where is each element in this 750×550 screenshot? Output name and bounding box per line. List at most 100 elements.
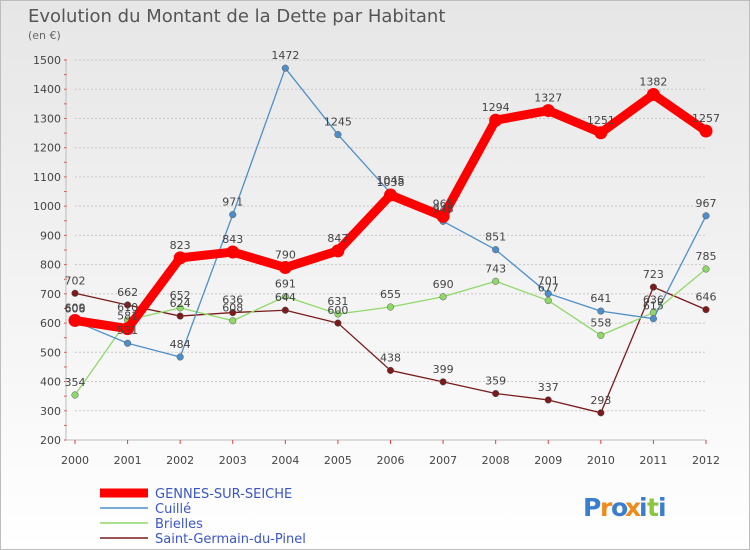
data-label: 847 bbox=[327, 232, 348, 245]
y-tick-label: 1100 bbox=[33, 171, 61, 184]
data-point bbox=[281, 292, 289, 301]
data-label: 967 bbox=[696, 197, 717, 210]
x-tick-label: 2006 bbox=[377, 454, 405, 467]
data-point bbox=[281, 306, 289, 314]
data-point bbox=[699, 124, 713, 138]
data-point bbox=[229, 211, 237, 219]
x-tick-label: 2010 bbox=[587, 454, 615, 467]
data-label: 359 bbox=[485, 375, 506, 388]
legend-label: GENNES-SUR-SEICHE bbox=[155, 487, 292, 502]
legend-label: Brielles bbox=[155, 517, 203, 532]
data-label: 1472 bbox=[271, 49, 299, 62]
data-point bbox=[541, 104, 555, 118]
chart-subtitle: (en €) bbox=[28, 29, 61, 42]
data-point bbox=[331, 244, 345, 258]
data-label: 971 bbox=[222, 196, 243, 209]
data-point bbox=[124, 339, 132, 347]
data-point bbox=[278, 261, 292, 275]
x-tick-label: 2000 bbox=[61, 454, 89, 467]
y-tick-label: 300 bbox=[40, 405, 61, 418]
x-tick-label: 2001 bbox=[114, 454, 142, 467]
data-label: 691 bbox=[275, 277, 296, 290]
data-label: 484 bbox=[170, 338, 191, 351]
data-point bbox=[229, 309, 237, 317]
data-label: 948 bbox=[433, 202, 454, 215]
data-point bbox=[176, 312, 184, 320]
data-label: 701 bbox=[538, 275, 559, 288]
data-point bbox=[646, 87, 660, 101]
data-label: 600 bbox=[327, 304, 348, 317]
data-label: 1251 bbox=[587, 114, 615, 127]
legend-label: Cuillé bbox=[155, 502, 191, 517]
data-label: 1257 bbox=[692, 112, 720, 125]
data-label: 636 bbox=[643, 294, 664, 307]
data-point bbox=[439, 293, 447, 301]
data-label: 606 bbox=[65, 302, 86, 315]
data-point bbox=[649, 283, 657, 291]
data-point bbox=[176, 353, 184, 361]
data-label: 581 bbox=[117, 310, 138, 323]
data-label: 655 bbox=[380, 288, 401, 301]
data-label: 823 bbox=[170, 239, 191, 252]
data-label: 652 bbox=[170, 289, 191, 302]
data-point bbox=[334, 130, 342, 139]
data-point bbox=[544, 297, 552, 305]
data-point bbox=[436, 209, 450, 223]
data-point bbox=[492, 389, 500, 398]
data-point bbox=[597, 409, 605, 417]
logo-letter: o bbox=[611, 493, 628, 522]
data-label: 609 bbox=[65, 301, 86, 314]
data-label: 644 bbox=[275, 291, 296, 304]
data-point bbox=[176, 304, 184, 312]
data-point bbox=[597, 307, 605, 315]
data-point bbox=[544, 396, 552, 404]
data-point bbox=[597, 331, 605, 339]
logo-letter: i bbox=[658, 493, 667, 522]
legend: GENNES-SUR-SEICHECuilléBriellesSaint-Ger… bbox=[100, 487, 306, 547]
logo-letter: i bbox=[639, 493, 648, 522]
data-point bbox=[229, 317, 237, 325]
data-point bbox=[173, 251, 187, 265]
data-label: 662 bbox=[117, 286, 138, 299]
data-label: 399 bbox=[433, 363, 454, 376]
data-point bbox=[702, 306, 710, 314]
data-label: 843 bbox=[222, 233, 243, 246]
y-tick-label: 500 bbox=[40, 346, 61, 359]
logo-letter: t bbox=[647, 493, 659, 522]
x-tick-label: 2011 bbox=[639, 454, 667, 467]
data-point bbox=[334, 310, 342, 318]
y-tick-label: 700 bbox=[40, 288, 61, 301]
data-label: 610 bbox=[117, 301, 138, 314]
data-label: 631 bbox=[327, 295, 348, 308]
data-point bbox=[386, 303, 395, 311]
data-label: 438 bbox=[380, 351, 401, 364]
data-point bbox=[71, 289, 79, 297]
x-tick-label: 2007 bbox=[429, 454, 457, 467]
y-tick-label: 1400 bbox=[33, 83, 61, 96]
data-label: 677 bbox=[538, 282, 559, 295]
logo-letter: P bbox=[583, 493, 601, 522]
data-label: 790 bbox=[275, 249, 296, 262]
data-label: 531 bbox=[117, 324, 138, 337]
x-tick-label: 2002 bbox=[166, 454, 194, 467]
data-point bbox=[121, 322, 135, 336]
data-label: 851 bbox=[485, 231, 506, 244]
y-tick-label: 600 bbox=[40, 317, 61, 330]
data-label: 785 bbox=[696, 250, 717, 263]
data-point bbox=[68, 313, 82, 327]
data-point bbox=[594, 126, 608, 140]
data-label: 1245 bbox=[324, 116, 352, 129]
x-tick-label: 2004 bbox=[271, 454, 299, 467]
y-tick-label: 1300 bbox=[33, 112, 61, 125]
data-label: 965 bbox=[433, 197, 454, 210]
data-point bbox=[439, 378, 447, 386]
data-label: 636 bbox=[222, 294, 243, 307]
y-tick-label: 1200 bbox=[33, 142, 61, 155]
series-lines bbox=[68, 64, 713, 417]
data-point bbox=[281, 64, 289, 72]
x-tick-label: 2008 bbox=[482, 454, 510, 467]
data-label: 337 bbox=[538, 381, 559, 394]
data-label: 702 bbox=[65, 274, 86, 287]
data-label: 615 bbox=[643, 300, 664, 313]
